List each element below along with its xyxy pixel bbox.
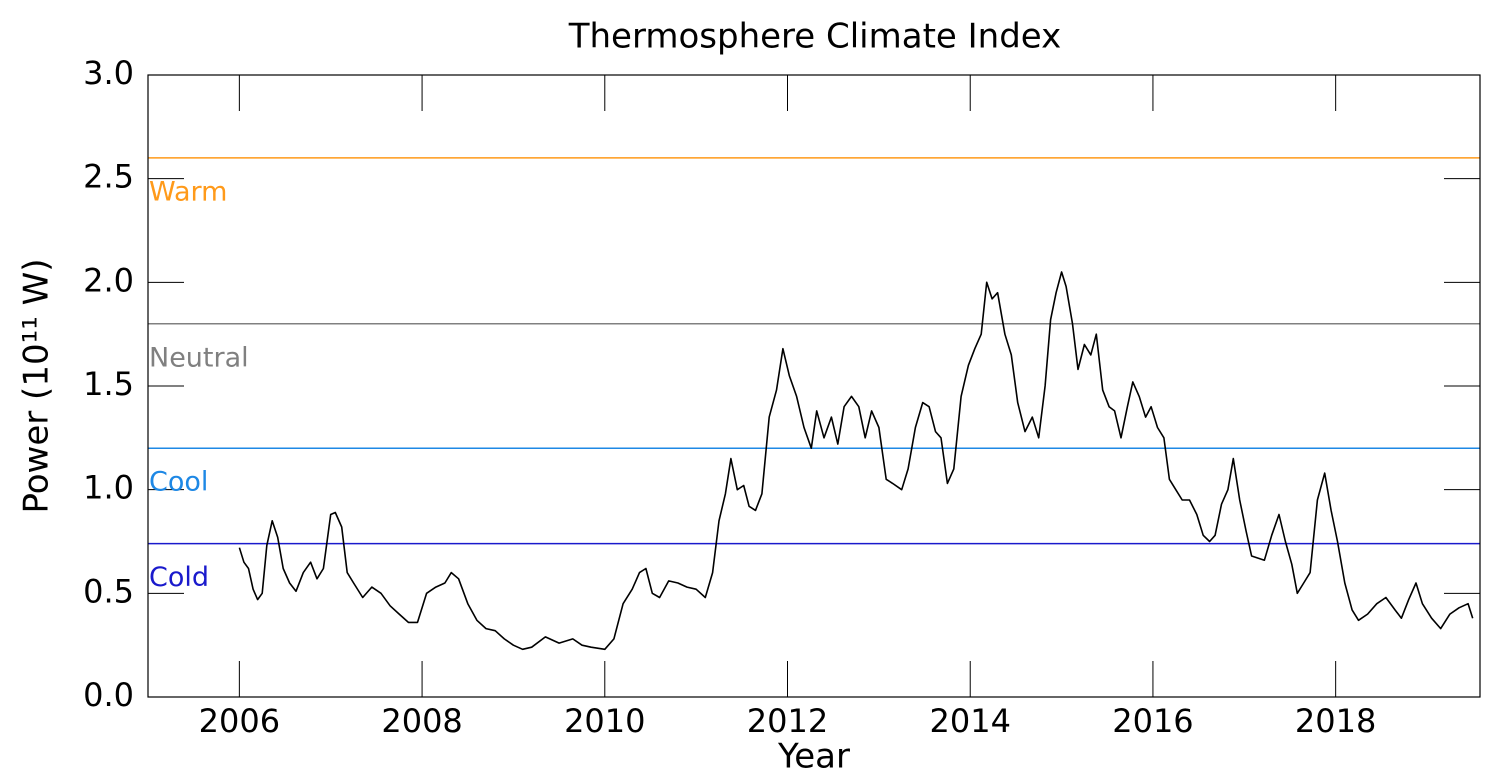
- reference-label: Warm: [149, 176, 227, 207]
- x-tick-label: 2010: [564, 702, 645, 740]
- y-axis-label: Power (10¹¹ W): [17, 258, 57, 513]
- x-tick-label: 2018: [1295, 702, 1376, 740]
- y-tick-label: 3.0: [83, 54, 134, 92]
- y-tick-label: 1.5: [83, 365, 134, 403]
- reference-label: Neutral: [149, 342, 249, 373]
- reference-label: Cold: [149, 562, 209, 593]
- x-axis-label: Year: [777, 737, 850, 777]
- x-tick-label: 2006: [199, 702, 280, 740]
- y-tick-label: 0.5: [83, 572, 134, 610]
- x-tick-label: 2014: [930, 702, 1011, 740]
- y-tick-label: 2.0: [83, 261, 134, 299]
- x-tick-label: 2008: [381, 702, 462, 740]
- chart-title: Thermosphere Climate Index: [568, 17, 1062, 57]
- y-tick-label: 1.0: [83, 469, 134, 507]
- reference-label: Cool: [149, 467, 208, 498]
- x-tick-label: 2016: [1112, 702, 1193, 740]
- y-tick-label: 0.0: [83, 676, 134, 714]
- y-tick-label: 2.5: [83, 158, 134, 196]
- data-line: [238, 271, 1474, 651]
- x-tick-label: 2012: [747, 702, 828, 740]
- plot-frame: [147, 74, 1481, 698]
